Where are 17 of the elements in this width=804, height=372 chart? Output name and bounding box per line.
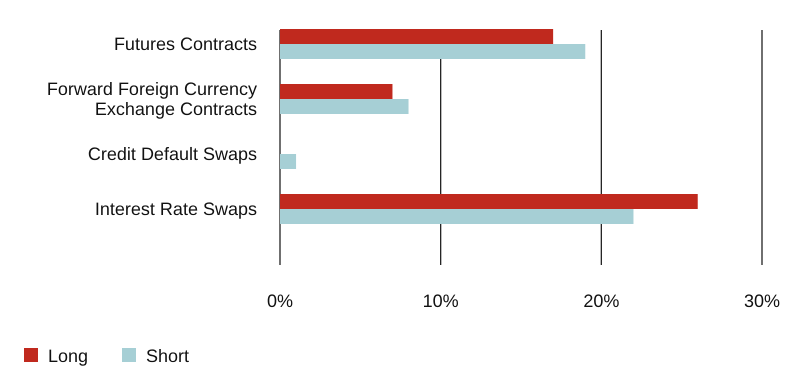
y-tick-label: Interest Rate Swaps (94, 199, 257, 219)
y-tick-label: Credit Default Swaps (88, 144, 257, 164)
x-tick-label: 20% (583, 291, 620, 311)
bar (280, 84, 392, 99)
bar (280, 29, 554, 44)
x-tick-label: 30% (744, 291, 780, 311)
x-tick-label: 10% (422, 291, 459, 311)
legend-label: Short (146, 346, 190, 366)
y-tick-label: Forward Foreign Currency Exchange Contracts (46, 79, 257, 119)
bar (280, 99, 409, 114)
bar (280, 44, 586, 59)
bar (280, 209, 634, 224)
bar (280, 194, 698, 209)
legend-label: Long (48, 346, 88, 366)
x-tick-label: 0% (266, 291, 294, 311)
bar (280, 154, 296, 169)
y-tick-label: Futures Contracts (114, 34, 257, 54)
